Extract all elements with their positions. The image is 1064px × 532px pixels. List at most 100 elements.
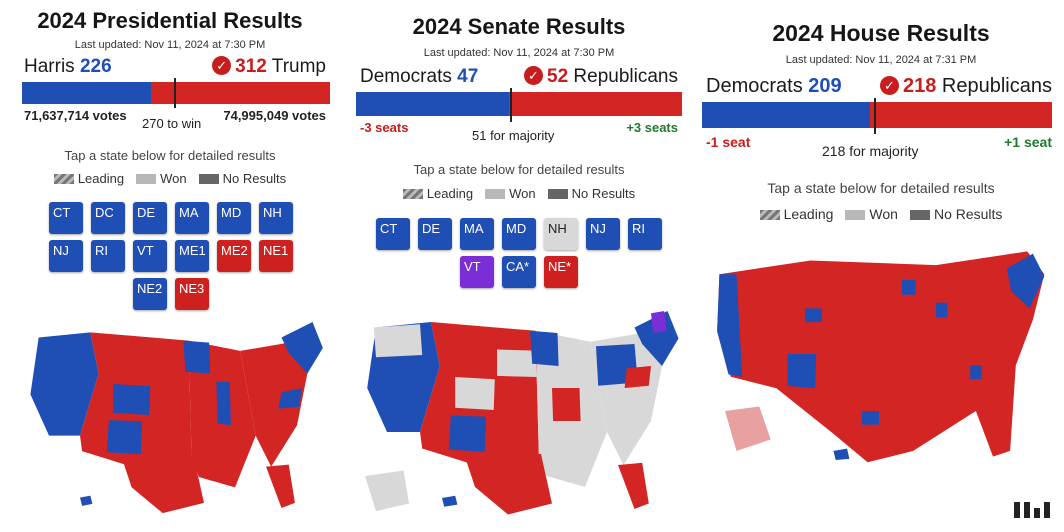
senate-updated: Last updated: Nov 11, 2024 at 7:30 PM (423, 47, 615, 59)
state-chip-vt[interactable]: VT (133, 240, 167, 272)
map-region-tx-metro (861, 411, 879, 425)
control-bar-icon (1044, 502, 1050, 518)
map-region-vt (651, 311, 667, 333)
state-chip-vt[interactable]: VT (460, 256, 494, 288)
state-chip-me2[interactable]: ME2 (217, 240, 251, 272)
map-region-nm (448, 415, 486, 452)
house-tap-hint: Tap a state below for detailed results (767, 180, 995, 196)
house-legend: Leading Won No Results (698, 206, 1064, 222)
presidential-threshold-tick (174, 78, 176, 108)
legend-won-swatch (845, 210, 866, 220)
senate-dem-score: Democrats 47 (360, 66, 478, 88)
senate-tap-hint: Tap a state below for detailed results (413, 162, 625, 177)
presidential-legend: Leading Won No Results (0, 171, 340, 186)
state-chip-ne3[interactable]: NE3 (175, 278, 209, 310)
legend-no-results-swatch (547, 189, 568, 199)
senate-bar-rep (509, 92, 682, 116)
map-region-hawaii (833, 448, 850, 461)
map-region-atl (970, 365, 982, 380)
presidential-tap-hint: Tap a state below for detailed results (64, 148, 276, 163)
state-chip-md[interactable]: MD (502, 218, 536, 250)
map-region-usa (717, 251, 1045, 463)
map-region-il-metro (936, 302, 948, 318)
map-region-il (216, 381, 231, 426)
control-bar-icon (1034, 508, 1040, 518)
senate-state-chips: CT DE MA MD NH NJ RI VT CA* NE* (370, 218, 668, 288)
map-region-mo (552, 388, 581, 421)
control-bar-icon (1014, 502, 1020, 518)
senate-dem-count: 47 (457, 66, 479, 87)
legend-no-results-swatch (198, 174, 219, 184)
harris-votes: 71,637,714 votes (24, 108, 127, 123)
legend-leading: Leading (759, 206, 833, 222)
winner-check-icon: ✓ (524, 66, 543, 85)
senate-rep-name: Republicans (573, 66, 678, 87)
house-rep-name: Republicans (941, 75, 1052, 97)
map-region-east (240, 342, 308, 467)
map-region-alaska (365, 470, 409, 512)
state-chip-nj[interactable]: NJ (49, 240, 83, 272)
state-chip-me1[interactable]: ME1 (175, 240, 209, 272)
legend-leading-swatch (53, 174, 74, 184)
senate-rep-count: 52 (547, 66, 569, 87)
map-region-northeast (281, 322, 323, 374)
state-chip-dc[interactable]: DC (91, 202, 125, 234)
map-region-texas (121, 456, 204, 514)
house-dem-name: Democrats (706, 75, 803, 97)
map-region-co (113, 384, 151, 415)
winner-check-icon: ✓ (879, 76, 899, 95)
house-bar-dem (702, 102, 870, 128)
house-bar-rep (870, 102, 1052, 128)
map-region-mn (530, 330, 559, 366)
state-chip-ri[interactable]: RI (628, 218, 662, 250)
legend-won-swatch (136, 174, 157, 184)
house-rep-count: 218 (902, 75, 937, 97)
state-chip-nh[interactable]: NH (259, 202, 293, 234)
state-chip-nj[interactable]: NJ (586, 218, 620, 250)
state-chip-ca[interactable]: CA* (502, 256, 536, 288)
trump-name: Trump (271, 56, 326, 77)
map-region-texas (464, 454, 552, 515)
state-chip-ma[interactable]: MA (175, 202, 209, 234)
house-updated: Last updated: Nov 11, 2024 at 7:31 PM (785, 54, 977, 66)
state-chip-de[interactable]: DE (133, 202, 167, 234)
map-region-florida (618, 462, 649, 509)
legend-no-results: No Results (909, 206, 1002, 222)
house-rep-change: +1 seat (1004, 134, 1052, 150)
senate-bar (356, 92, 682, 116)
senate-legend: Leading Won No Results (346, 186, 692, 201)
senate-bar-dem (356, 92, 510, 116)
legend-won: Won (136, 171, 187, 186)
presidential-map[interactable] (18, 310, 328, 520)
legend-leading-swatch (402, 189, 423, 199)
senate-dem-change: -3 seats (360, 120, 409, 135)
state-chip-ne1[interactable]: NE1 (259, 240, 293, 272)
zoom-controls[interactable] (1014, 502, 1050, 518)
presidential-bar-rep (151, 82, 330, 104)
state-chip-ct[interactable]: CT (49, 202, 83, 234)
house-threshold: 218 for majority (822, 143, 919, 159)
map-region-northeast (1006, 253, 1045, 309)
state-chip-nh[interactable]: NH (544, 218, 578, 250)
house-map[interactable] (704, 240, 1054, 468)
trump-votes: 74,995,049 votes (223, 108, 326, 123)
house-rep-score: ✓ 218 Republicans (879, 75, 1052, 98)
senate-title: 2024 Senate Results (412, 14, 626, 39)
control-bar-icon (1024, 502, 1030, 518)
presidential-bar-dem (22, 82, 152, 104)
senate-rep-score: ✓ 52 Republicans (524, 66, 678, 88)
senate-map[interactable] (354, 300, 684, 520)
legend-leading: Leading (53, 171, 124, 186)
presidential-threshold: 270 to win (142, 116, 202, 131)
legend-leading: Leading (402, 186, 473, 201)
state-chip-ma[interactable]: MA (460, 218, 494, 250)
state-chip-ri[interactable]: RI (91, 240, 125, 272)
presidential-state-chips: CT DC DE MA MD NH NJ RI VT ME1 ME2 NE1 NE2 NE3 (30, 202, 312, 310)
state-chip-ne[interactable]: NE* (544, 256, 578, 288)
legend-no-results: No Results (198, 171, 286, 186)
state-chip-de[interactable]: DE (418, 218, 452, 250)
state-chip-ct[interactable]: CT (376, 218, 410, 250)
state-chip-ne2[interactable]: NE2 (133, 278, 167, 310)
state-chip-md[interactable]: MD (217, 202, 251, 234)
map-region-pa (624, 366, 651, 388)
